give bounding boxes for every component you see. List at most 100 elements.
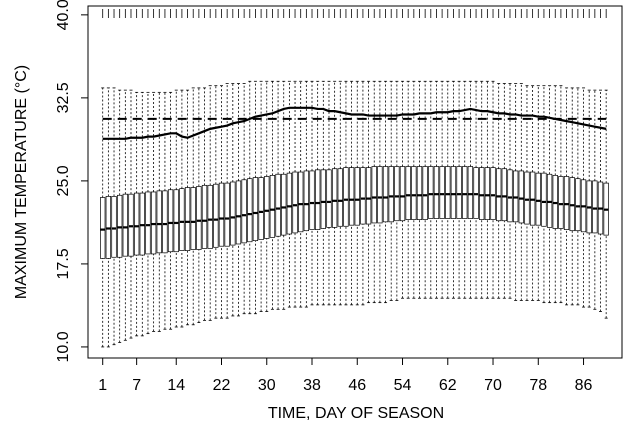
box	[428, 166, 434, 219]
box	[122, 193, 128, 257]
x-tick-label: 70	[484, 377, 502, 394]
box	[439, 166, 445, 219]
box	[371, 166, 377, 224]
y-axis-title: MAXIMUM TEMPERATURE (°C)	[13, 65, 30, 299]
x-tick-label: 62	[439, 377, 457, 394]
box	[348, 167, 355, 226]
box	[558, 176, 564, 229]
box	[156, 190, 162, 254]
box	[456, 166, 462, 219]
box	[281, 173, 287, 236]
box	[535, 172, 541, 226]
box	[518, 170, 524, 224]
box	[117, 194, 123, 258]
box	[524, 171, 530, 225]
box	[292, 171, 298, 234]
box	[139, 192, 145, 256]
box	[213, 183, 219, 248]
box	[399, 166, 406, 222]
plot-frame	[87, 5, 623, 359]
box	[105, 196, 112, 259]
box	[315, 169, 321, 230]
box	[575, 178, 581, 232]
box	[467, 166, 474, 219]
box	[298, 171, 304, 233]
box	[377, 166, 383, 224]
x-tick-label: 86	[575, 377, 593, 394]
box	[303, 170, 310, 232]
box	[337, 168, 343, 227]
box	[546, 173, 553, 228]
x-tick-label: 7	[132, 377, 141, 394]
box	[207, 184, 213, 249]
box	[507, 169, 513, 223]
box	[235, 180, 242, 245]
x-tick-label: 14	[167, 377, 185, 394]
box	[343, 167, 349, 227]
box	[388, 166, 394, 223]
box	[269, 175, 276, 238]
box	[167, 189, 174, 253]
x-tick-label: 30	[258, 377, 276, 394]
box	[496, 168, 502, 222]
x-tick-label: 1	[98, 377, 107, 394]
box	[264, 176, 270, 239]
box	[563, 176, 570, 230]
x-tick-label: 22	[213, 377, 231, 394]
box	[552, 175, 558, 229]
box	[433, 166, 440, 219]
box	[218, 182, 225, 247]
x-tick-label: 38	[303, 377, 321, 394]
box	[258, 177, 264, 240]
box	[173, 189, 179, 253]
box	[529, 171, 536, 226]
box	[513, 170, 519, 223]
box	[592, 180, 598, 234]
box	[184, 187, 191, 251]
y-tick-label: 25.0	[55, 165, 72, 196]
box	[201, 184, 208, 249]
box	[360, 167, 366, 225]
box	[473, 167, 479, 219]
box	[462, 166, 468, 219]
box	[394, 166, 400, 222]
box	[150, 191, 157, 255]
box	[241, 179, 247, 244]
box	[326, 169, 332, 228]
box	[450, 166, 457, 219]
box	[490, 167, 496, 220]
box	[484, 167, 491, 220]
box	[411, 166, 417, 220]
box	[145, 191, 151, 255]
x-tick-label: 54	[394, 377, 412, 394]
box	[354, 167, 360, 226]
box	[541, 172, 547, 227]
box	[479, 167, 485, 220]
x-axis-title: TIME, DAY OF SEASON	[268, 405, 444, 422]
y-tick-label: 40.0	[55, 0, 72, 30]
box	[422, 166, 428, 220]
y-tick-label: 10.0	[55, 331, 72, 362]
box	[309, 170, 315, 230]
box	[111, 196, 117, 258]
box	[247, 178, 253, 243]
box	[405, 166, 411, 220]
x-tick-label: 46	[348, 377, 366, 394]
box	[100, 197, 106, 259]
box	[179, 188, 185, 251]
y-tick-label: 17.5	[55, 248, 72, 279]
x-tick-label: 78	[529, 377, 547, 394]
box	[190, 187, 196, 250]
box	[196, 186, 202, 250]
box	[445, 166, 451, 219]
box	[382, 166, 389, 223]
box	[365, 167, 372, 225]
box	[128, 193, 134, 257]
y-tick-label: 32.5	[55, 82, 72, 113]
box	[320, 169, 326, 229]
box	[252, 177, 259, 242]
line	[102, 106, 607, 140]
box	[286, 172, 293, 235]
box	[275, 173, 281, 237]
